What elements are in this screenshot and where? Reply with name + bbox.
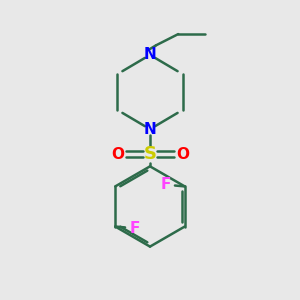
Text: N: N <box>144 122 156 137</box>
Text: S: S <box>143 146 157 164</box>
Text: F: F <box>129 220 140 236</box>
Text: F: F <box>160 177 171 192</box>
Text: O: O <box>111 147 124 162</box>
Text: O: O <box>176 147 189 162</box>
Text: N: N <box>144 47 156 62</box>
